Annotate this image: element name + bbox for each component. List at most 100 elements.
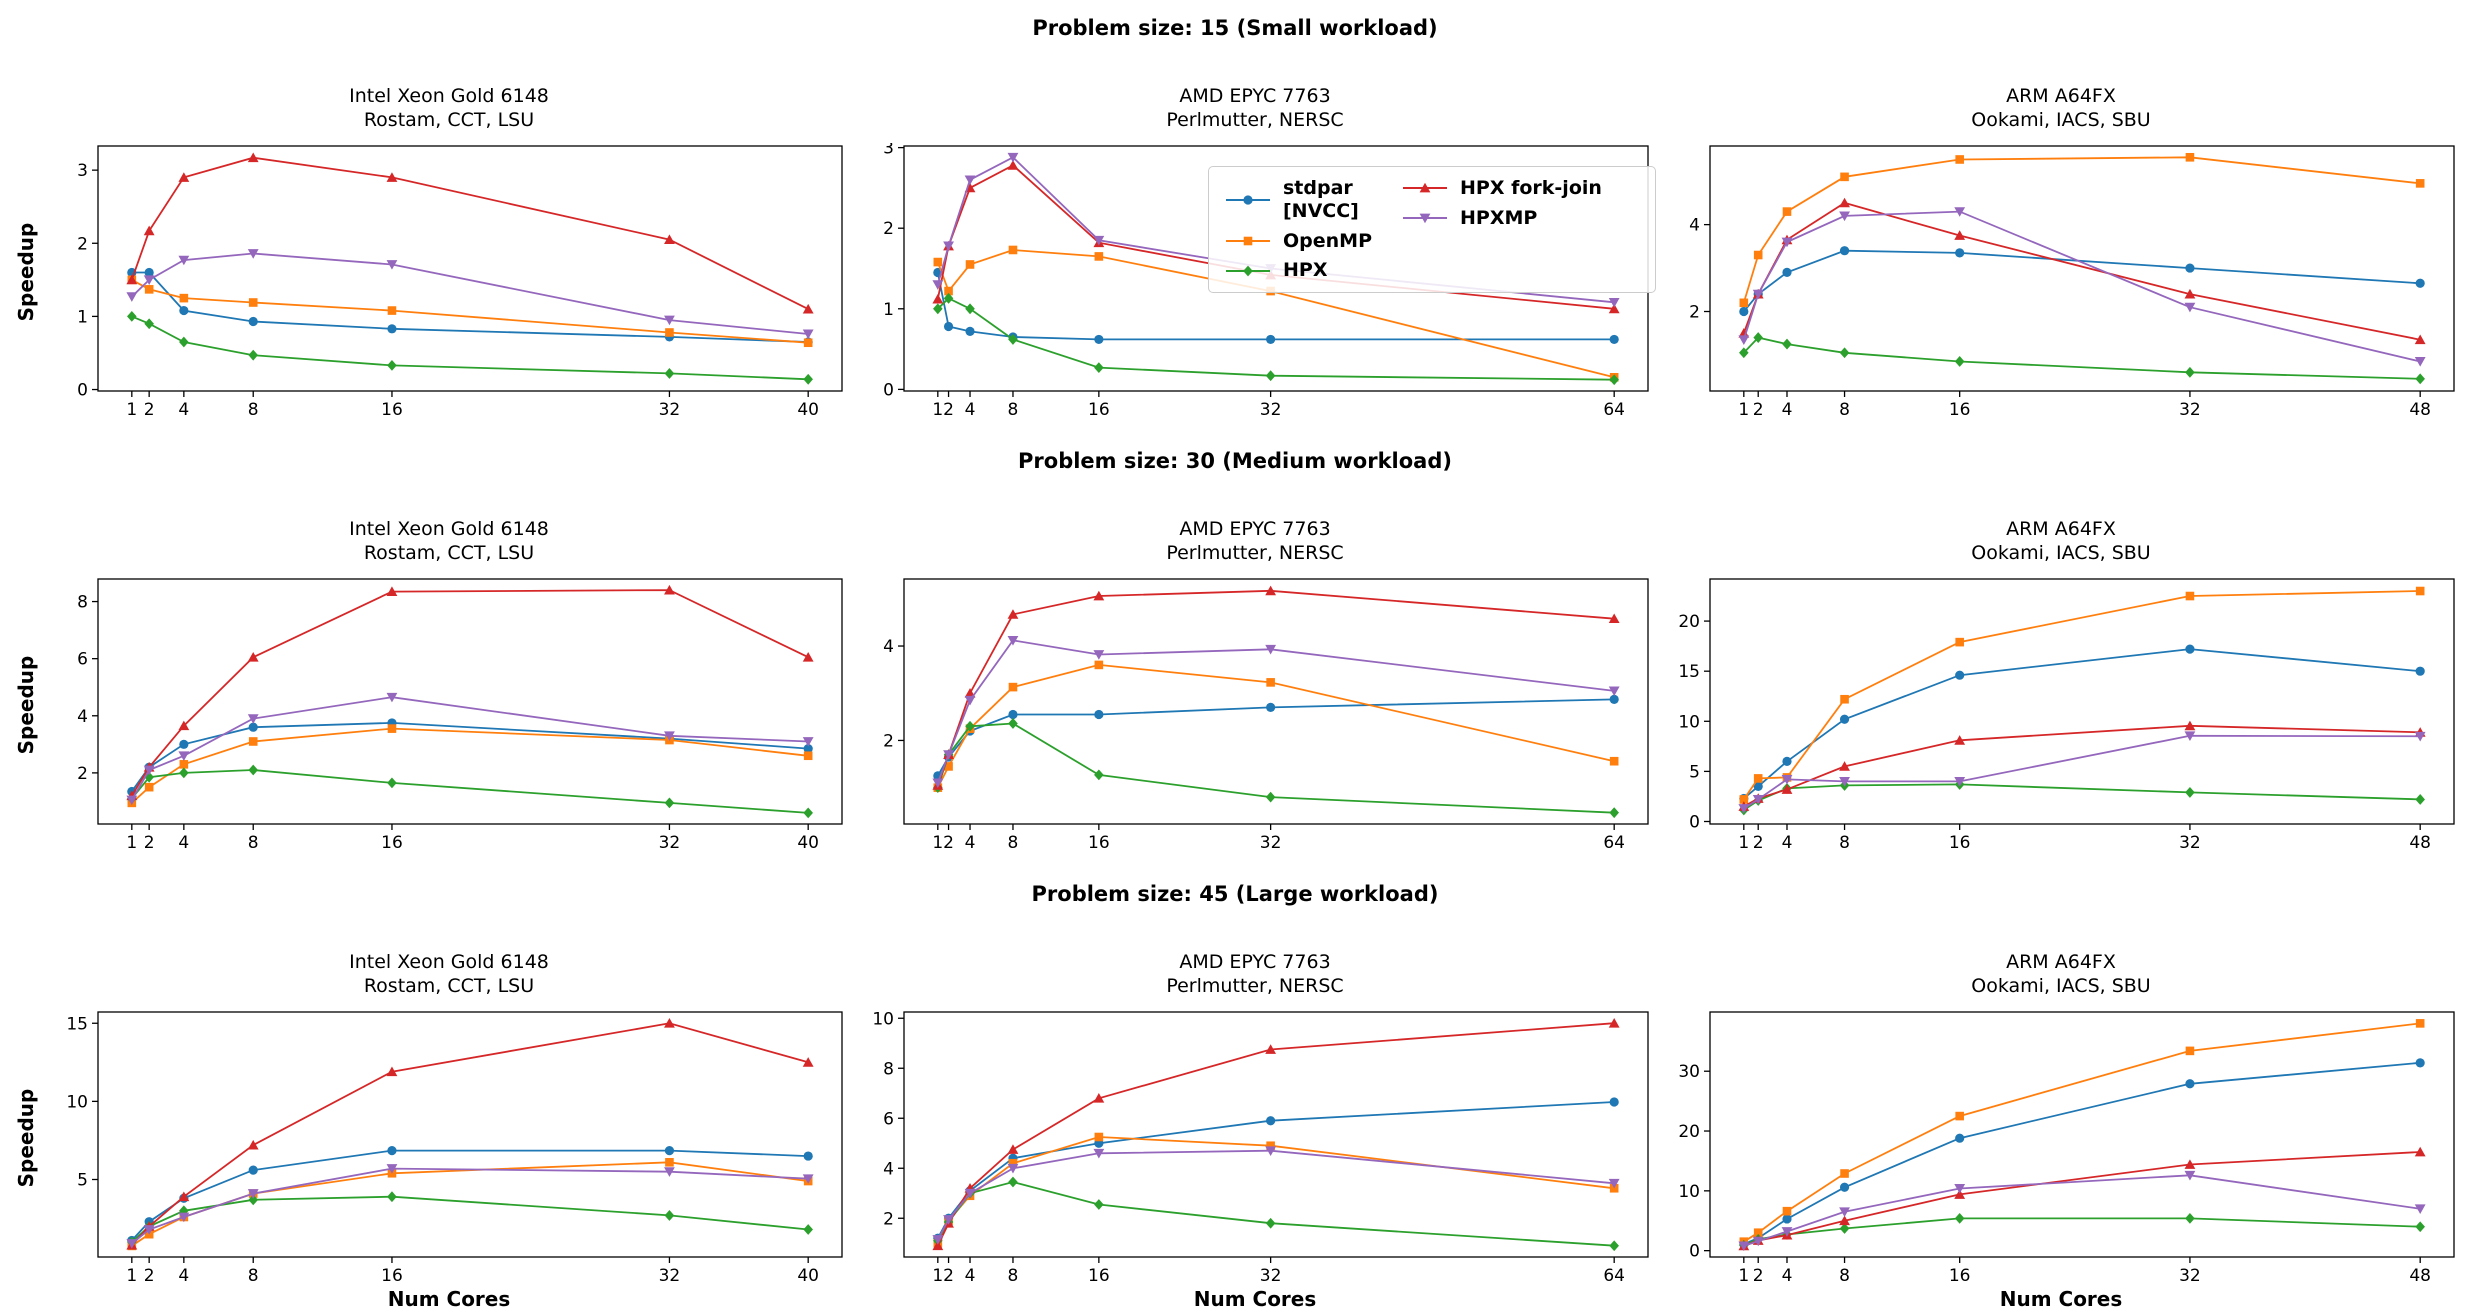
legend-label: HPX	[1283, 259, 1328, 282]
plot-amd-size30: 241 2 4 8 16 32 64	[883, 577, 1649, 853]
x-tick-label: 2	[1753, 400, 1764, 420]
legend-entry-hpx: HPX	[1225, 259, 1372, 282]
series-hpx-fork-join	[126, 1017, 814, 1250]
y-tick-label: 2	[77, 764, 88, 784]
x-tick-label: 16	[1949, 400, 1971, 420]
series-stdpar-nvcc-	[127, 1145, 813, 1245]
series-line-hpxmp	[936, 639, 1615, 783]
series-hpx-fork-join	[932, 1017, 1620, 1250]
x-tick-label: 32	[1260, 833, 1282, 853]
series-hpx	[127, 310, 813, 385]
x-tick-label: 8	[1839, 833, 1850, 853]
chart-title-line1: Intel Xeon Gold 6148	[349, 518, 549, 540]
x-tick-label: 2	[943, 400, 954, 420]
row-small-workload: Problem size: 15 (Small workload) Speedu…	[0, 0, 2470, 433]
series-line-openmp	[936, 663, 1615, 788]
chart-title: AMD EPYC 7763 Perlmutter, NERSC	[852, 517, 1658, 566]
chart-title-line1: AMD EPYC 7763	[1179, 518, 1331, 540]
series-line-hpx	[937, 1180, 1615, 1247]
chart-title-line2: Rostam, CCT, LSU	[363, 542, 535, 565]
axes: 241 2 4 8 16 32 64	[883, 577, 1649, 853]
chart-intel-size45: Intel Xeon Gold 6148 Rostam, CCT, LSU 5 1…	[46, 912, 852, 1311]
legend-label: stdpar [NVCC]	[1283, 177, 1359, 222]
x-tick-label: 1	[932, 1266, 943, 1286]
series-line-hpx	[936, 722, 1615, 814]
y-tick-label: 10	[1678, 712, 1700, 732]
series-line-stdpar-nvcc-	[131, 721, 809, 792]
series-hpx-fork-join	[1738, 1146, 2426, 1250]
chart-title-line2: Rostam, CCT, LSU	[363, 975, 535, 998]
legend-entry-openmp: OpenMP	[1225, 230, 1372, 253]
series-hpxmp	[126, 1163, 814, 1249]
x-tick-label: 4	[965, 400, 976, 420]
series-stdpar-nvcc-	[933, 1097, 1619, 1243]
series-openmp	[1739, 586, 2425, 804]
x-tick-label: 16	[1088, 833, 1110, 853]
series-line-hpxmp	[1743, 734, 2421, 809]
chart-arm-size30: ARM A64FX Ookami, IACS, SBU 0 5 10 15 20 1 2 4 8…	[1658, 479, 2464, 854]
series-hpx	[127, 1190, 813, 1248]
x-tick-label: 8	[1008, 400, 1019, 420]
chart-title-line1: ARM A64FX	[2006, 85, 2116, 107]
x-tick-label: 48	[2409, 833, 2431, 853]
series-hpx	[933, 1176, 1619, 1251]
legend-column-2: HPX fork-join HPXMP	[1402, 177, 1602, 230]
row-title-large: Problem size: 45 (Large workload)	[1031, 882, 1439, 906]
series-line-hpx-fork-join	[131, 1022, 809, 1246]
hpx-fork-join-line-triangle-icon	[1402, 180, 1448, 196]
x-tick-label: 2	[144, 1266, 155, 1286]
x-tick-label: 2	[144, 833, 155, 853]
series-line-hpxmp	[1742, 210, 2421, 363]
chart-title: AMD EPYC 7763 Perlmutter, NERSC	[852, 950, 1658, 999]
series-hpxmp	[126, 692, 814, 805]
y-axis-label: Speedup	[14, 222, 38, 322]
series-hpx-fork-join	[126, 152, 814, 314]
x-tick-label: 2	[1753, 833, 1764, 853]
x-tick-label: 48	[2409, 400, 2431, 420]
series-openmp	[127, 275, 813, 347]
x-tick-label: 16	[1088, 1266, 1110, 1286]
row-title-medium: Problem size: 30 (Medium workload)	[1018, 449, 1452, 473]
series-openmp	[933, 660, 1619, 792]
x-tick-label: 32	[2179, 400, 2201, 420]
series-line-hpx	[1743, 336, 2421, 380]
series-line-stdpar-nvcc-	[937, 1100, 1615, 1239]
stdpar-line-circle-icon	[1225, 192, 1271, 208]
series-line-openmp	[131, 1161, 809, 1247]
series-line-stdpar-nvcc-	[131, 1149, 809, 1241]
chart-title-line2: Ookami, IACS, SBU	[1971, 109, 2151, 132]
series-stdpar-nvcc-	[1739, 245, 2425, 316]
y-axis-label: Speedup	[14, 1088, 38, 1188]
x-tick-label: 32	[2179, 833, 2201, 853]
x-tick-label: 2	[144, 400, 155, 420]
y-tick-label: 1	[883, 299, 894, 319]
chart-title: ARM A64FX Ookami, IACS, SBU	[1658, 517, 2464, 566]
y-tick-label: 2	[1689, 302, 1700, 322]
x-tick-label: 4	[1782, 1266, 1793, 1286]
chart-title-line2: Perlmutter, NERSC	[1166, 542, 1344, 565]
y-tick-label: 4	[1689, 215, 1700, 235]
chart-title: Intel Xeon Gold 6148 Rostam, CCT, LSU	[46, 517, 852, 566]
row-medium-workload: Problem size: 30 (Medium workload) Speed…	[0, 433, 2470, 866]
x-tick-label: 1	[1738, 1266, 1749, 1286]
legend-label: OpenMP	[1283, 229, 1372, 252]
series-hpx	[1739, 1212, 2425, 1251]
x-axis-label: Num Cores	[387, 1286, 511, 1311]
series-line-hpxmp	[131, 252, 809, 335]
series-line-hpx	[131, 1195, 809, 1243]
x-tick-label: 8	[1008, 833, 1019, 853]
series-openmp	[1739, 152, 2425, 307]
chart-title-line1: Intel Xeon Gold 6148	[349, 951, 549, 973]
y-tick-label: 0	[883, 380, 894, 400]
y-tick-label: 20	[1678, 612, 1700, 632]
hpx-line-diamond-icon	[1225, 263, 1271, 279]
x-tick-label: 4	[1782, 400, 1793, 420]
x-tick-label: 32	[659, 400, 681, 420]
